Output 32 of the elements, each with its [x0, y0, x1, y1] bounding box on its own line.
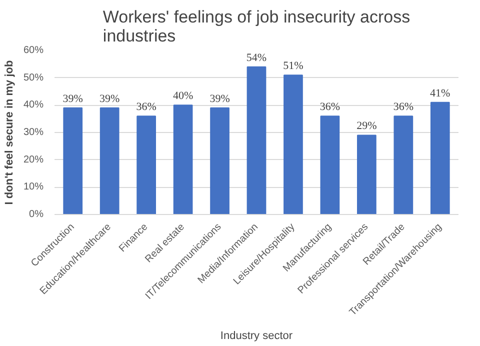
data-label: 41% — [430, 87, 450, 100]
y-tick-label: 60% — [23, 45, 44, 56]
bar — [357, 134, 376, 214]
chart-title: Workers' feelings of job insecurity across industries — [102, 8, 410, 46]
bar — [320, 116, 340, 214]
bar — [284, 74, 303, 214]
y-axis-title: I don't feel secure in my job — [3, 60, 16, 205]
data-label: 36% — [136, 101, 156, 114]
y-tick-label: 10% — [23, 182, 44, 193]
y-tick-label: 40% — [23, 100, 44, 111]
bar — [136, 116, 156, 214]
data-label: 39% — [100, 92, 120, 105]
data-label: 36% — [320, 101, 340, 114]
bar — [63, 107, 83, 214]
y-tick-label: 20% — [23, 154, 44, 166]
data-label: 54% — [246, 52, 267, 64]
bar — [430, 102, 450, 214]
y-tick-label: 0% — [29, 209, 44, 220]
data-label: 39% — [62, 92, 83, 105]
bar — [173, 104, 193, 214]
data-label: 36% — [393, 101, 414, 114]
bar — [246, 66, 266, 214]
x-axis-title: Industry sector — [220, 330, 293, 342]
data-label: 40% — [172, 90, 194, 102]
bar — [210, 107, 230, 214]
data-label: 51% — [283, 60, 304, 72]
y-tick-label: 50% — [23, 72, 44, 84]
bar — [100, 107, 120, 214]
data-label: 29% — [356, 120, 377, 132]
data-label: 39% — [210, 92, 230, 105]
y-tick-label: 30% — [23, 127, 44, 138]
bar — [394, 116, 414, 214]
